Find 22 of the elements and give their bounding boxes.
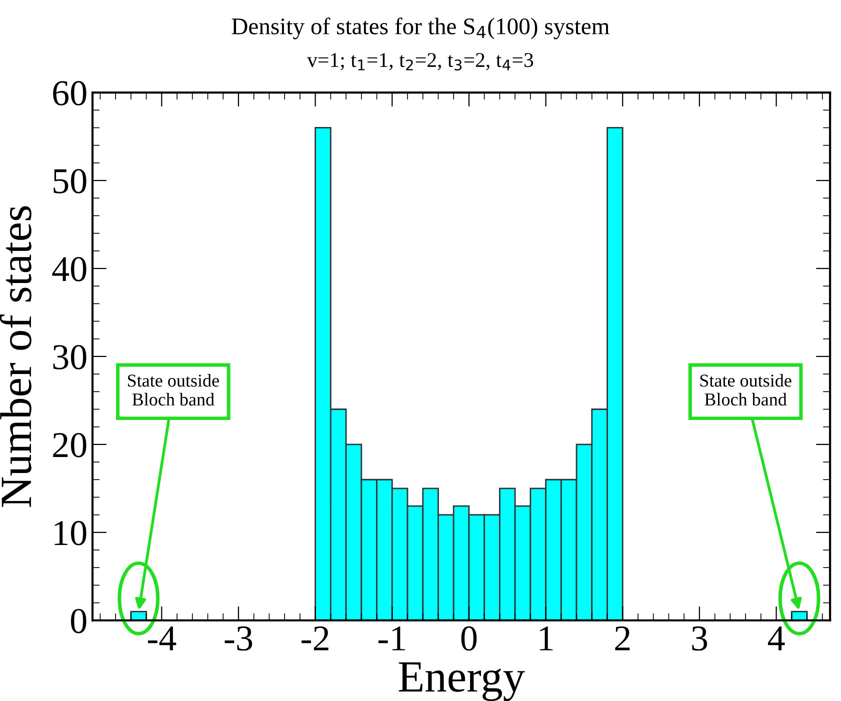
x-tick-label: 3 [692, 626, 708, 651]
chart-title: Density of states for the S$_{4}$(100) system [232, 18, 610, 40]
x-tick-label: -1 [378, 626, 406, 650]
y-tick-label: 50 [54, 169, 86, 194]
annotation: State outside Bloch band [128, 374, 219, 406]
x-tick-label: 4 [768, 626, 785, 650]
annotation: State outside Bloch band [700, 374, 792, 406]
y-tick-label: 30 [53, 344, 86, 370]
y-tick-label: 0 [70, 608, 86, 634]
y-tick-label: 20 [53, 432, 86, 458]
x-tick-label: -3 [224, 626, 252, 651]
x-tick-label: -4 [148, 626, 176, 650]
x-tick-label: -2 [302, 626, 328, 650]
y-tick-label: 10 [54, 520, 86, 546]
y-tick-label: 40 [52, 257, 86, 282]
x-axis-title: Energy [398, 662, 525, 701]
x-tick-label: 2 [615, 626, 630, 650]
y-axis-title: Number of states [0, 206, 32, 507]
x-tick-label: 1 [540, 626, 553, 650]
y-tick-label: 60 [53, 81, 86, 106]
x-tick-label: 0 [461, 626, 477, 651]
text: v=1; t$_{1}$=1, t$_{2}$=2, t$_{3}$=2, t$_{4}$=3 [307, 53, 534, 70]
